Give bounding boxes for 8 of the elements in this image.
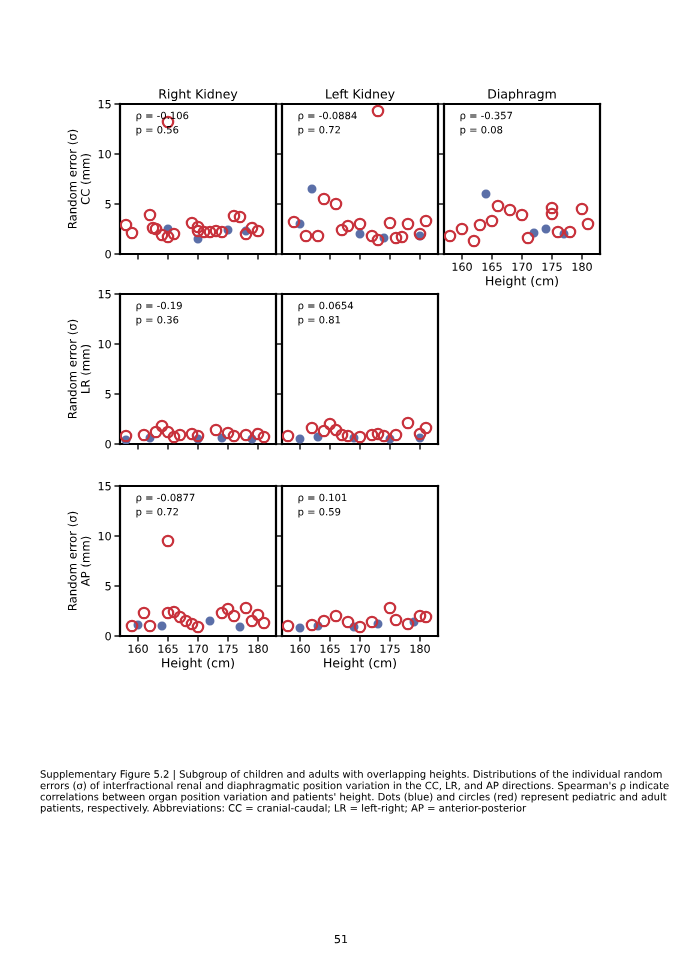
point — [481, 189, 491, 199]
point — [379, 233, 389, 243]
point — [295, 219, 305, 229]
point — [355, 229, 365, 239]
point — [307, 184, 317, 194]
point — [529, 228, 539, 238]
point — [559, 229, 569, 239]
point — [541, 224, 551, 234]
